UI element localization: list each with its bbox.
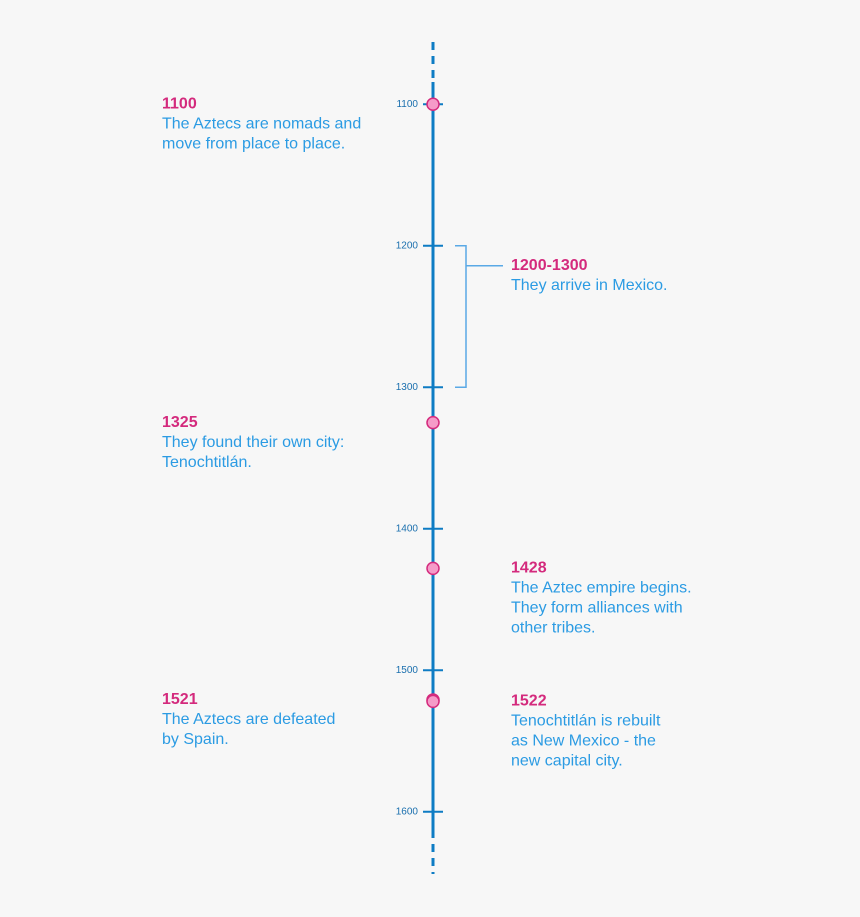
event-text: Tenochtitlán is rebuilt [511, 713, 661, 730]
event-text: They found their own city: [162, 434, 344, 451]
event-title: 1428 [511, 560, 547, 577]
tick-label: 1500 [396, 665, 419, 676]
event-text: They form alliances with [511, 600, 683, 617]
event-text: They arrive in Mexico. [511, 277, 668, 294]
event-marker [426, 694, 440, 709]
event-text: The Aztecs are defeated [162, 711, 335, 728]
event-marker [426, 415, 440, 430]
event-marker [426, 561, 440, 576]
event-title: 1100 [162, 95, 197, 112]
event-text: new capital city. [511, 753, 623, 770]
event-text: Tenochtitlán. [162, 454, 252, 471]
event-text: The Aztec empire begins. [511, 580, 692, 597]
range-bracket [455, 245, 467, 389]
tick-label: 1300 [396, 382, 419, 393]
event-title: 1325 [162, 414, 198, 431]
event-title: 1522 [511, 693, 547, 710]
tick-label: 1100 [396, 99, 418, 110]
event-text: by Spain. [162, 731, 229, 748]
event-text: The Aztecs are nomads and [162, 115, 361, 132]
event-title: 1200-1300 [511, 257, 588, 274]
event-text: as New Mexico - the [511, 733, 656, 750]
event-text: move from place to place. [162, 135, 345, 152]
tick-label: 1400 [396, 523, 419, 534]
tick-label: 1200 [396, 240, 419, 251]
event-marker [426, 97, 440, 112]
event-text: other tribes. [511, 620, 595, 637]
event-title: 1521 [162, 691, 198, 708]
tick-label: 1600 [396, 806, 419, 817]
